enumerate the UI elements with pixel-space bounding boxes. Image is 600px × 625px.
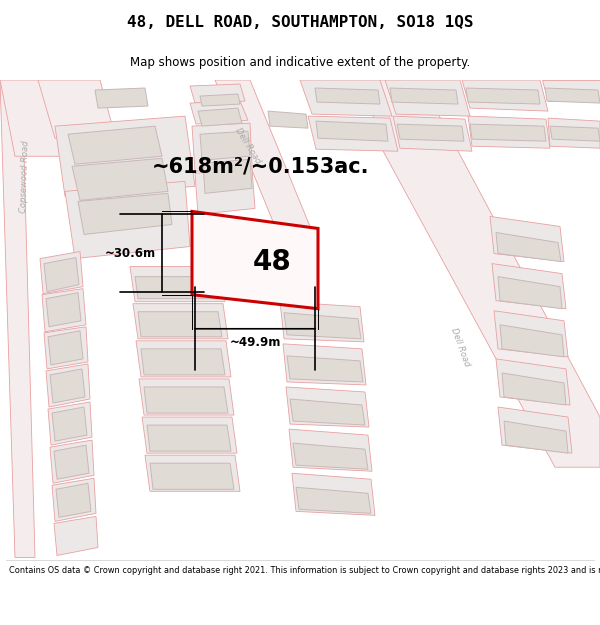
Polygon shape [496,359,570,405]
Polygon shape [496,232,561,262]
Polygon shape [150,463,234,489]
Polygon shape [293,443,368,469]
Polygon shape [48,402,92,445]
Polygon shape [548,118,600,148]
Polygon shape [190,84,245,103]
Text: Contains OS data © Crown copyright and database right 2021. This information is : Contains OS data © Crown copyright and d… [9,566,600,574]
Polygon shape [287,356,363,382]
Polygon shape [315,88,380,104]
Polygon shape [52,478,96,521]
Polygon shape [0,80,35,558]
Polygon shape [545,88,600,103]
Polygon shape [40,251,83,294]
Polygon shape [42,289,86,332]
Polygon shape [195,168,255,214]
Polygon shape [136,341,231,377]
Polygon shape [44,327,88,369]
Polygon shape [286,387,369,427]
Text: Dell Road: Dell Road [449,326,471,367]
Polygon shape [466,88,540,104]
Polygon shape [308,116,398,151]
Polygon shape [542,80,600,101]
Polygon shape [192,211,318,309]
Polygon shape [46,364,90,407]
Text: ~618m²/~0.153ac.: ~618m²/~0.153ac. [152,156,370,176]
Polygon shape [492,264,566,309]
Polygon shape [268,111,308,128]
Polygon shape [198,108,242,126]
Text: 48, DELL ROAD, SOUTHAMPTON, SO18 1QS: 48, DELL ROAD, SOUTHAMPTON, SO18 1QS [127,15,473,30]
Text: Copsewood Road: Copsewood Road [19,140,31,212]
Polygon shape [370,80,600,468]
Polygon shape [38,80,115,138]
Polygon shape [215,80,310,226]
Polygon shape [95,88,148,108]
Polygon shape [200,131,250,160]
Polygon shape [50,440,94,483]
Polygon shape [142,417,237,453]
Polygon shape [490,216,564,262]
Polygon shape [502,373,566,405]
Polygon shape [504,421,568,453]
Polygon shape [139,379,234,415]
Polygon shape [390,88,458,104]
Polygon shape [200,94,240,106]
Text: ~30.6m: ~30.6m [105,246,156,259]
Polygon shape [0,80,65,156]
Polygon shape [55,116,195,196]
Text: Dell Road: Dell Road [233,127,263,166]
Polygon shape [385,80,470,116]
Polygon shape [145,455,240,491]
Polygon shape [147,425,231,451]
Polygon shape [289,429,372,471]
Polygon shape [52,407,87,441]
Polygon shape [203,159,252,193]
Polygon shape [138,312,222,337]
Text: ~49.9m: ~49.9m [229,336,281,349]
Polygon shape [78,193,172,234]
Polygon shape [283,344,366,385]
Polygon shape [500,325,564,357]
Polygon shape [284,312,361,339]
Polygon shape [498,407,572,453]
Polygon shape [292,473,375,516]
Polygon shape [190,101,248,124]
Polygon shape [468,116,550,148]
Polygon shape [280,302,364,342]
Polygon shape [54,445,89,479]
Text: Map shows position and indicative extent of the property.: Map shows position and indicative extent… [130,56,470,69]
Polygon shape [141,349,225,375]
Polygon shape [462,80,548,111]
Polygon shape [133,304,228,339]
Polygon shape [550,126,600,141]
Polygon shape [192,123,252,171]
Polygon shape [65,181,190,259]
Polygon shape [494,311,568,357]
Polygon shape [144,387,228,413]
Polygon shape [470,124,546,141]
Polygon shape [316,121,388,141]
Polygon shape [393,116,472,151]
Polygon shape [44,258,79,292]
Polygon shape [50,369,85,403]
Polygon shape [135,277,218,299]
Polygon shape [54,516,98,556]
Polygon shape [56,483,91,518]
Polygon shape [290,399,365,425]
Polygon shape [300,80,392,116]
Polygon shape [397,124,464,141]
Text: 48: 48 [253,248,292,276]
Polygon shape [68,126,162,164]
Polygon shape [46,292,81,327]
Polygon shape [130,267,225,302]
Polygon shape [48,331,83,365]
Polygon shape [296,488,371,513]
Polygon shape [72,158,168,201]
Polygon shape [498,277,562,309]
